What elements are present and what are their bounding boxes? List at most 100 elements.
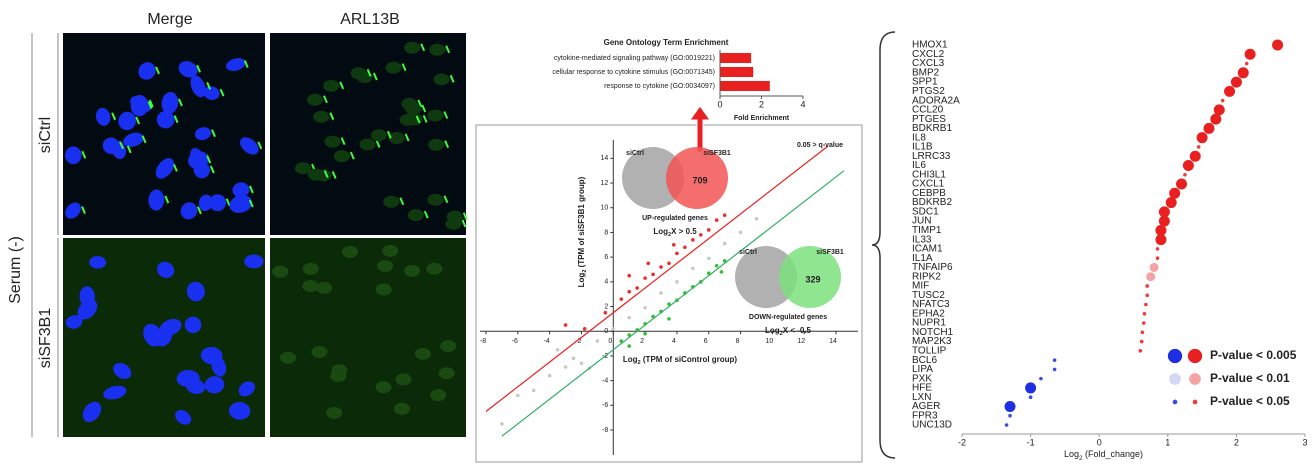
gene-label: IL1A — [912, 253, 933, 264]
gene-label: BDKRB2 — [912, 197, 952, 208]
nucleus — [178, 61, 198, 78]
nucleus — [188, 151, 209, 170]
nucleus — [226, 58, 246, 71]
y-tick-label: 0 — [604, 328, 608, 335]
nucleus-signal — [414, 347, 431, 360]
bar — [720, 53, 752, 63]
cilium — [399, 197, 405, 206]
cilium — [401, 63, 407, 72]
gene-label: CEBPB — [912, 188, 946, 199]
dot — [1230, 76, 1242, 88]
nucleus — [184, 316, 202, 334]
y-tick-label: 8 — [604, 229, 608, 236]
gene-label: MAP2K3 — [912, 336, 952, 347]
nucleus — [65, 315, 83, 329]
category-label: response to cytokine (GO:0034097) — [604, 83, 715, 90]
nucleus — [209, 194, 227, 212]
gene-label: HFE — [912, 383, 932, 394]
gene-label: JUN — [912, 216, 931, 227]
nucleus — [65, 146, 82, 165]
dot — [1138, 349, 1143, 353]
nucleus-signal — [426, 262, 443, 275]
cilium — [211, 129, 216, 138]
chart-title: Gene Ontology Term Enrichment — [604, 38, 729, 47]
point — [582, 326, 587, 331]
cilium — [349, 151, 355, 160]
point — [651, 272, 655, 277]
point — [651, 314, 655, 319]
nucleus — [148, 189, 165, 211]
dot — [1272, 39, 1284, 51]
nucleus-signal — [382, 244, 399, 257]
dot — [1224, 85, 1236, 97]
dot — [1146, 272, 1156, 282]
cilium — [461, 219, 467, 228]
cilium — [197, 206, 202, 215]
column-label: ARL13B — [340, 11, 400, 28]
brace — [871, 31, 896, 459]
cilium — [81, 150, 87, 159]
point — [646, 261, 651, 266]
venn-right — [666, 147, 728, 209]
nucleus — [82, 401, 102, 422]
threshold-line — [485, 145, 829, 412]
nucleus — [240, 137, 259, 155]
label-part: X < -0.5 — [783, 326, 812, 335]
nucleus-signal — [313, 110, 330, 123]
cilium — [196, 64, 202, 73]
nucleus — [238, 381, 255, 397]
cilium — [340, 137, 346, 145]
cilium — [257, 141, 263, 150]
arrow — [689, 105, 711, 153]
cilium — [329, 112, 335, 121]
x-tick-label: 2 — [640, 338, 644, 345]
cilium — [339, 81, 345, 90]
cilium — [206, 155, 212, 164]
axis-label: Log2X < -0.5 — [765, 326, 812, 337]
nucleus-signal — [279, 351, 296, 364]
cilium — [423, 210, 429, 219]
point — [659, 265, 663, 269]
cilium — [421, 104, 427, 113]
nucleus-signal — [375, 283, 392, 296]
x-tick-label: 10 — [766, 338, 774, 345]
nucleus-signal — [307, 168, 324, 181]
gene-label: UNC13D — [912, 420, 952, 431]
cilium — [178, 98, 183, 107]
point — [714, 218, 719, 222]
x-tick-label: 1 — [1165, 437, 1170, 447]
point — [516, 393, 520, 398]
nucleus-signal — [330, 369, 347, 382]
cilium — [449, 74, 455, 83]
x-tick-label: -2 — [575, 338, 581, 345]
y-tick-label: 12 — [600, 180, 608, 187]
cilium — [243, 60, 249, 68]
dot — [1052, 367, 1057, 372]
x-tick-label: -6 — [512, 338, 518, 345]
nucleus — [113, 362, 132, 379]
point — [754, 217, 759, 221]
nucleus — [203, 86, 220, 100]
nucleus-signal — [427, 193, 444, 206]
venn-count: 709 — [692, 175, 707, 185]
nucleus-signal — [405, 102, 422, 115]
point — [691, 238, 695, 242]
gene-label: ADORA2A — [912, 95, 960, 106]
gene-label: FPR3 — [912, 410, 938, 421]
point — [671, 242, 676, 247]
legend-dot — [1172, 399, 1178, 405]
row-label: siCtrl — [37, 117, 54, 153]
cilium — [81, 206, 86, 214]
dot — [1144, 302, 1148, 307]
nucleus-signal — [272, 265, 289, 278]
x-tick-label: -4 — [544, 338, 550, 345]
cilium — [372, 72, 378, 81]
dot — [1039, 376, 1043, 381]
bar — [720, 81, 770, 91]
x-tick-label: 3 — [1302, 437, 1307, 447]
venn-left — [622, 147, 684, 209]
axis-label: Log2 (TPM of siControl group) — [623, 355, 738, 366]
dot — [1210, 113, 1222, 125]
row-label: siSF3B1 — [37, 308, 54, 369]
cilium — [155, 66, 160, 75]
